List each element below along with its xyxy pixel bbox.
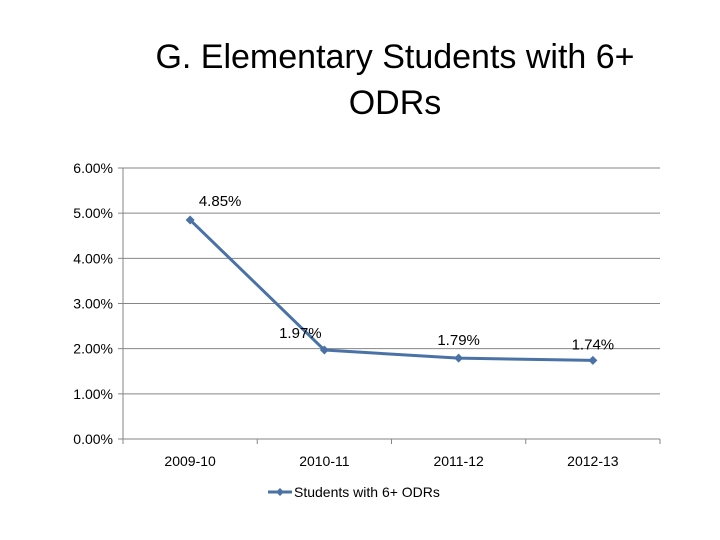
x-tick-label: 2009-10	[164, 453, 216, 469]
data-point-marker	[454, 353, 464, 363]
data-point-marker	[588, 355, 598, 365]
data-label: 1.97%	[279, 325, 322, 342]
axes	[118, 167, 661, 444]
chart-title: G. Elementary Students with 6+ ODRs	[155, 38, 635, 122]
data-labels: 4.85% 1.97% 1.79% 1.74%	[199, 193, 614, 353]
x-tick-label: 2012-13	[567, 453, 619, 469]
data-point-marker	[319, 345, 329, 355]
series	[185, 215, 598, 365]
data-label: 1.79%	[437, 332, 480, 349]
y-tick-label: 4.00%	[73, 250, 113, 266]
y-tick-label: 2.00%	[73, 341, 113, 357]
x-tick-label: 2010-11	[299, 453, 350, 469]
x-axis-tick-labels: 2009-10 2010-11 2011-12 2012-13	[164, 453, 618, 469]
series-line	[189, 218, 593, 362]
gridlines	[123, 167, 660, 395]
y-tick-label: 0.00%	[73, 431, 113, 447]
data-label: 1.74%	[572, 336, 615, 353]
y-axis-tick-labels: 0.00% 1.00% 2.00% 3.00% 4.00% 5.00% 6.00%	[73, 160, 113, 447]
legend-marker	[276, 488, 284, 496]
y-tick-label: 3.00%	[73, 296, 113, 312]
x-tick-label: 2011-12	[433, 453, 484, 469]
data-point-marker	[185, 215, 195, 225]
legend: Students with 6+ ODRs	[268, 484, 440, 500]
data-label: 4.85%	[199, 193, 242, 210]
y-tick-label: 6.00%	[73, 160, 113, 176]
legend-label: Students with 6+ ODRs	[294, 484, 440, 500]
y-tick-label: 5.00%	[73, 205, 113, 221]
y-tick-label: 1.00%	[73, 386, 113, 402]
